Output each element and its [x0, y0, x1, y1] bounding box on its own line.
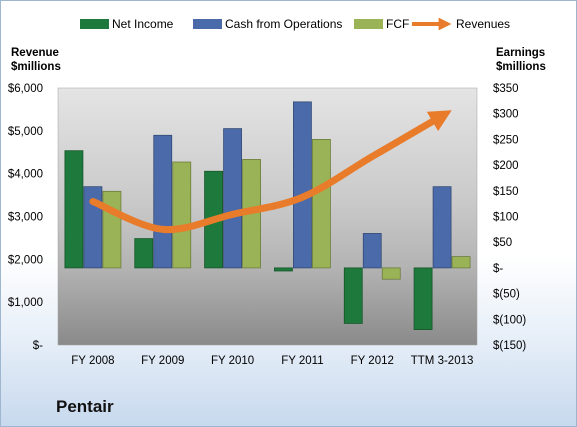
right-tick-label: $300	[493, 109, 519, 121]
left-tick-label: $1,000	[8, 297, 43, 309]
right-tick-label: $-	[493, 263, 503, 275]
right-tick-label: $100	[493, 212, 519, 224]
right-tick-label: $(150)	[493, 340, 526, 352]
bar-fcf	[102, 190, 122, 269]
company-name: Pentair	[56, 397, 114, 416]
legend-label-net-income: Net Income	[112, 17, 174, 31]
right-tick-label: $350	[493, 83, 519, 95]
x-axis-ticks: FY 2008 FY 2009 FY 2010 FY 2011 FY 2012 TTM 3…	[71, 355, 473, 367]
x-tick-label: FY 2008	[71, 355, 114, 367]
left-tick-label: $4,000	[8, 169, 43, 181]
left-tick-label: $-	[33, 340, 43, 352]
left-axis-ticks: $6,000 $5,000 $4,000 $3,000 $2,000 $1,000 $-	[8, 83, 43, 352]
bar-fcf	[172, 161, 192, 269]
legend-item-net-income: Net Income	[80, 17, 174, 31]
legend-swatch-fcf	[354, 19, 383, 29]
legend-label-cash-from-operations: Cash from Operations	[225, 17, 342, 31]
legend-label-fcf: FCF	[386, 17, 409, 31]
legend-swatch-cash-from-operations	[193, 19, 222, 29]
left-tick-label: $6,000	[8, 83, 43, 95]
x-tick-label: TTM 3-2013	[411, 355, 474, 367]
right-tick-label: $50	[493, 237, 512, 249]
bar-net-income	[413, 267, 433, 330]
right-tick-label: $(50)	[493, 289, 520, 301]
right-tick-label: $200	[493, 160, 519, 172]
legend-item-cash-from-operations: Cash from Operations	[193, 17, 342, 31]
legend-label-revenues: Revenues	[456, 17, 510, 31]
bar-cash-from-operations	[362, 233, 382, 269]
right-axis-title-line2: $millions	[496, 61, 546, 73]
bar-fcf	[381, 267, 401, 280]
bar-cash-from-operations	[153, 134, 173, 269]
bar-cash-from-operations	[223, 128, 242, 269]
bar-net-income	[134, 238, 154, 269]
bar-net-income	[343, 267, 363, 324]
bar-net-income	[64, 150, 84, 269]
bar-net-income	[274, 267, 293, 272]
left-tick-label: $2,000	[8, 254, 43, 266]
legend-item-fcf: FCF	[354, 17, 409, 31]
x-tick-label: FY 2012	[351, 355, 394, 367]
bar-cash-from-operations	[432, 186, 452, 269]
x-tick-label: FY 2009	[141, 355, 184, 367]
left-axis-title-line2: $millions	[11, 61, 61, 73]
left-tick-label: $3,000	[8, 212, 43, 224]
left-axis-title-line1: Revenue	[11, 47, 59, 59]
x-tick-label: FY 2010	[211, 355, 254, 367]
x-tick-label: FY 2011	[281, 355, 323, 367]
bar-cash-from-operations	[293, 101, 312, 269]
legend-swatch-net-income	[80, 19, 109, 29]
bar-fcf	[312, 138, 331, 269]
revenue-line-group	[89, 110, 452, 234]
revenue-line	[89, 110, 452, 234]
right-tick-label: $(100)	[493, 314, 526, 326]
legend: Net Income Cash from Operations FCF Reve…	[80, 17, 510, 31]
right-tick-label: $150	[493, 186, 519, 198]
legend-item-revenues: Revenues	[412, 17, 510, 31]
right-tick-label: $250	[493, 134, 519, 146]
bar-fcf	[451, 256, 471, 269]
left-tick-label: $5,000	[8, 126, 43, 138]
right-axis-title-line1: Earnings	[496, 47, 545, 59]
right-axis-ticks: $350 $300 $250 $200 $150 $100 $50 $- $(50) $(100)…	[493, 83, 526, 352]
